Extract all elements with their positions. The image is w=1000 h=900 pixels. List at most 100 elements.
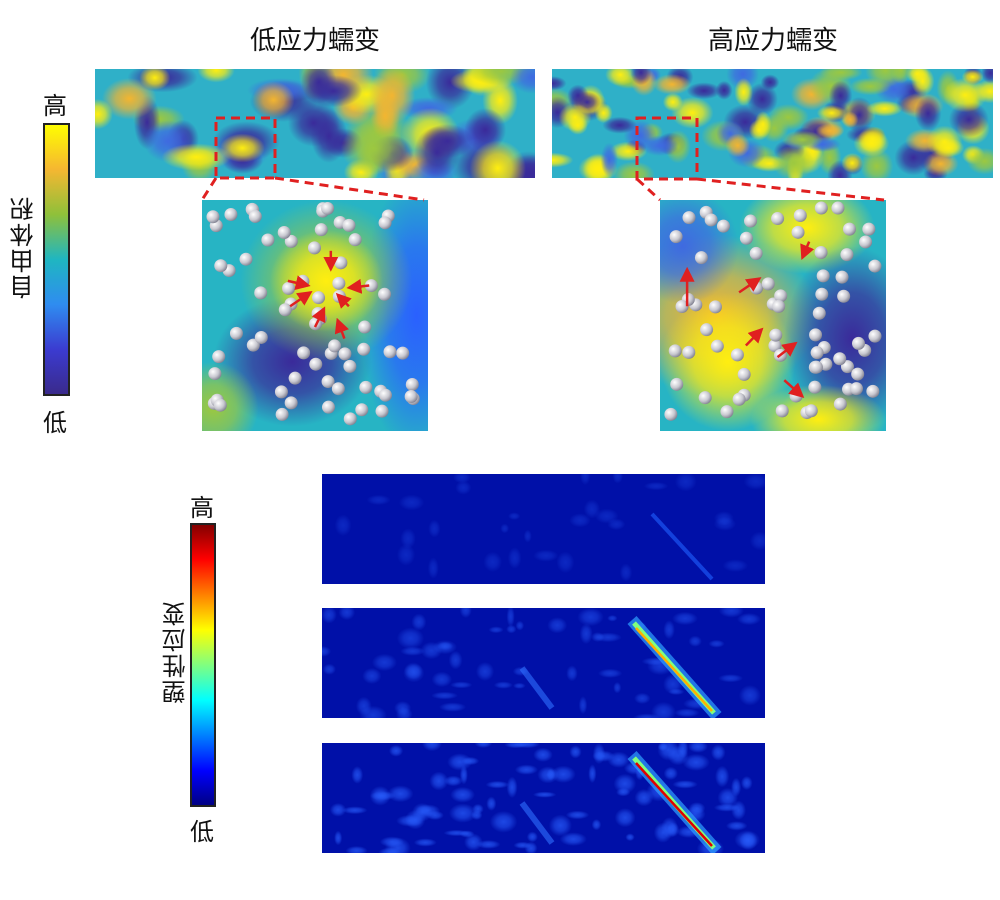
atom bbox=[768, 339, 782, 353]
plastic-strain-low-label: 低 bbox=[190, 818, 214, 846]
atom bbox=[239, 252, 253, 266]
atom bbox=[664, 407, 678, 421]
atom bbox=[378, 216, 392, 230]
arrow bbox=[776, 341, 798, 359]
atom bbox=[288, 371, 302, 385]
atom bbox=[700, 323, 714, 337]
atom bbox=[213, 398, 227, 412]
atom bbox=[831, 201, 845, 215]
atom bbox=[814, 246, 828, 260]
atom bbox=[809, 360, 823, 374]
atom bbox=[297, 346, 311, 360]
arrow bbox=[800, 241, 815, 261]
atom bbox=[214, 259, 228, 273]
atom bbox=[809, 328, 823, 342]
atom bbox=[815, 287, 829, 301]
atom bbox=[716, 219, 730, 233]
atom bbox=[668, 344, 682, 358]
atom bbox=[774, 289, 788, 303]
arrow bbox=[346, 278, 370, 294]
atom bbox=[328, 339, 342, 353]
arrow bbox=[335, 292, 352, 309]
atom bbox=[739, 231, 753, 245]
atom bbox=[808, 380, 822, 394]
plastic-strain-map-2 bbox=[322, 608, 765, 718]
atom bbox=[682, 345, 696, 359]
high-stress-zoom-panel bbox=[660, 200, 886, 431]
atom bbox=[670, 377, 684, 391]
atom bbox=[771, 212, 785, 226]
free-volume-high-label: 高 bbox=[43, 92, 67, 120]
atom bbox=[284, 396, 298, 410]
plastic-strain-map-1 bbox=[322, 474, 765, 584]
arrow bbox=[289, 290, 313, 308]
atom bbox=[383, 345, 397, 359]
free-volume-colorbar bbox=[43, 123, 70, 396]
free-volume-label: 自由体积 bbox=[10, 195, 38, 299]
atom bbox=[312, 291, 326, 305]
atom bbox=[254, 286, 268, 300]
atom bbox=[321, 201, 335, 215]
atom bbox=[248, 209, 262, 223]
atom bbox=[868, 329, 882, 343]
atom bbox=[277, 225, 291, 239]
atom bbox=[332, 276, 346, 290]
atom bbox=[309, 357, 323, 371]
atom bbox=[321, 375, 335, 389]
atom bbox=[698, 391, 712, 405]
atom bbox=[816, 269, 830, 283]
atom bbox=[710, 339, 724, 353]
atom bbox=[348, 233, 362, 247]
atom bbox=[868, 259, 882, 273]
atom bbox=[229, 326, 243, 340]
atom bbox=[694, 251, 708, 265]
atom bbox=[206, 210, 220, 224]
atom bbox=[761, 277, 775, 291]
atom bbox=[842, 222, 856, 236]
atom bbox=[404, 390, 418, 404]
atom bbox=[261, 233, 275, 247]
arrow bbox=[287, 275, 311, 291]
arrow bbox=[744, 327, 764, 347]
arrow bbox=[334, 317, 349, 340]
atom bbox=[343, 359, 357, 373]
atom bbox=[793, 209, 807, 223]
atom bbox=[355, 403, 369, 417]
high-stress-free-volume-map bbox=[552, 69, 993, 178]
atom bbox=[378, 388, 392, 402]
atom bbox=[851, 336, 865, 350]
atom bbox=[378, 287, 392, 301]
atom bbox=[835, 270, 849, 284]
plastic-strain-label: 塑性应变 bbox=[162, 600, 190, 704]
arrow bbox=[783, 379, 805, 399]
atom bbox=[307, 241, 321, 255]
plastic-strain-map-3 bbox=[322, 743, 765, 853]
atom bbox=[282, 281, 296, 295]
atom bbox=[840, 248, 854, 262]
atom bbox=[224, 207, 238, 221]
atom bbox=[357, 342, 371, 356]
arrow bbox=[738, 277, 762, 294]
atom bbox=[769, 328, 783, 342]
atom bbox=[704, 213, 718, 227]
atom bbox=[321, 400, 335, 414]
atom bbox=[749, 246, 763, 260]
atom bbox=[708, 300, 722, 314]
atom bbox=[358, 320, 372, 334]
atom bbox=[744, 214, 758, 228]
atom bbox=[274, 385, 288, 399]
atom bbox=[405, 377, 419, 391]
atom bbox=[804, 404, 818, 418]
atom bbox=[851, 367, 865, 381]
atom bbox=[812, 306, 826, 320]
atom bbox=[343, 412, 357, 426]
arrow bbox=[311, 306, 326, 328]
atom bbox=[730, 348, 744, 362]
atom bbox=[212, 350, 226, 364]
atom bbox=[396, 346, 410, 360]
atom bbox=[810, 346, 824, 360]
atom bbox=[772, 299, 786, 313]
atom bbox=[275, 407, 289, 421]
